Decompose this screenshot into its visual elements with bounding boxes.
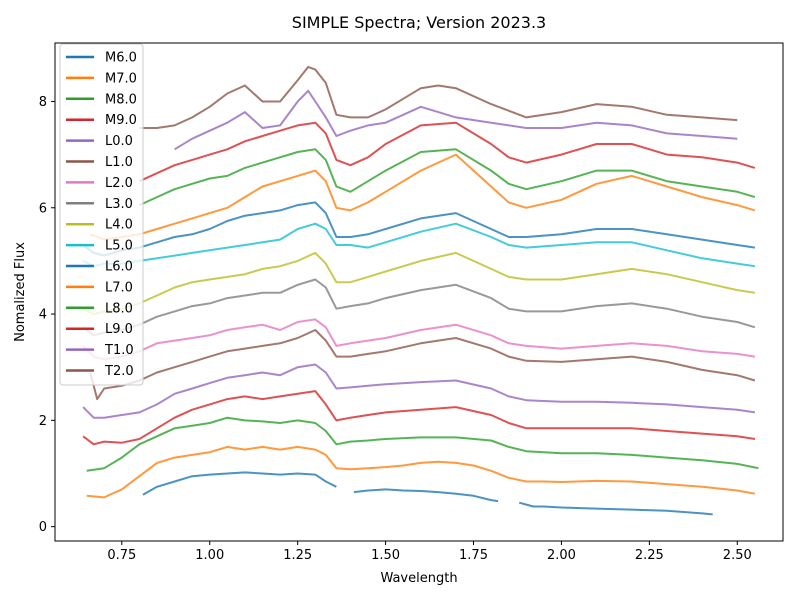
x-tick-label: 2.00 [547,548,576,563]
series-line-l5-0 [82,222,756,268]
series-line-m6-0 [142,471,713,516]
plot-lines [82,65,759,516]
legend-label: L2.0 [105,176,133,191]
legend-label: M9.0 [105,113,137,128]
series-line-m8-0 [86,416,759,472]
y-tick-label: 6 [39,201,47,216]
legend-label: L1.0 [105,155,133,170]
y-tick-label: 0 [39,520,47,535]
legend-label: L6.0 [105,260,133,275]
legend-label: L9.0 [105,322,133,337]
series-line-t1-0 [82,363,756,419]
series-line-l8-0 [138,148,756,207]
legend-label: L0.0 [105,134,133,149]
legend-label: L8.0 [105,301,133,316]
legend-label: M7.0 [105,71,137,86]
x-tick-label: 1.50 [371,548,400,563]
series-line-l4-0 [82,251,756,316]
series-line-l0-0 [174,89,738,151]
series-line-l9-0 [138,121,756,183]
chart-title: SIMPLE Spectra; Version 2023.3 [292,13,546,32]
legend-label: M8.0 [105,92,137,107]
x-tick-label: 1.25 [283,548,312,563]
series-line-m7-0 [86,445,756,499]
legend-label: L7.0 [105,280,133,295]
x-axis-label: Wavelength [380,571,457,586]
x-tick-label: 2.50 [723,548,752,563]
series-line-m9-0 [82,390,756,446]
legend-label: M6.0 [105,51,137,66]
legend-box [59,43,144,386]
series-line-l6-0 [82,201,756,257]
x-axis-ticks: 0.75 1.00 1.25 1.50 1.75 2.00 2.25 2.50 [107,541,752,563]
series-line-l2-0 [82,318,756,361]
series-line-t2-0 [89,329,756,401]
legend-label: T2.0 [104,364,134,379]
y-tick-label: 4 [39,308,47,323]
x-tick-label: 1.75 [459,548,488,563]
legend: M6.0 M7.0 M8.0 M9.0 L0.0 L1.0 L2.0 L3.0 L4.0 L5.0… [59,43,144,386]
x-tick-label: 2.25 [635,548,664,563]
y-axis-label: Nomalized Flux [13,242,28,342]
y-tick-label: 8 [39,95,47,110]
series-line-l3-0 [82,278,756,337]
series-line-l1-0 [139,65,738,129]
x-tick-label: 1.00 [195,548,224,563]
y-axis-ticks: 0 2 4 6 8 [39,95,55,535]
legend-label: L3.0 [105,197,133,212]
y-tick-label: 2 [39,414,47,429]
series-line-l7-0 [89,153,756,241]
legend-label: L4.0 [105,218,133,233]
plot-frame [54,42,784,542]
x-tick-label: 0.75 [107,548,136,563]
legend-label: T1.0 [104,343,134,358]
legend-label: L5.0 [105,239,133,254]
